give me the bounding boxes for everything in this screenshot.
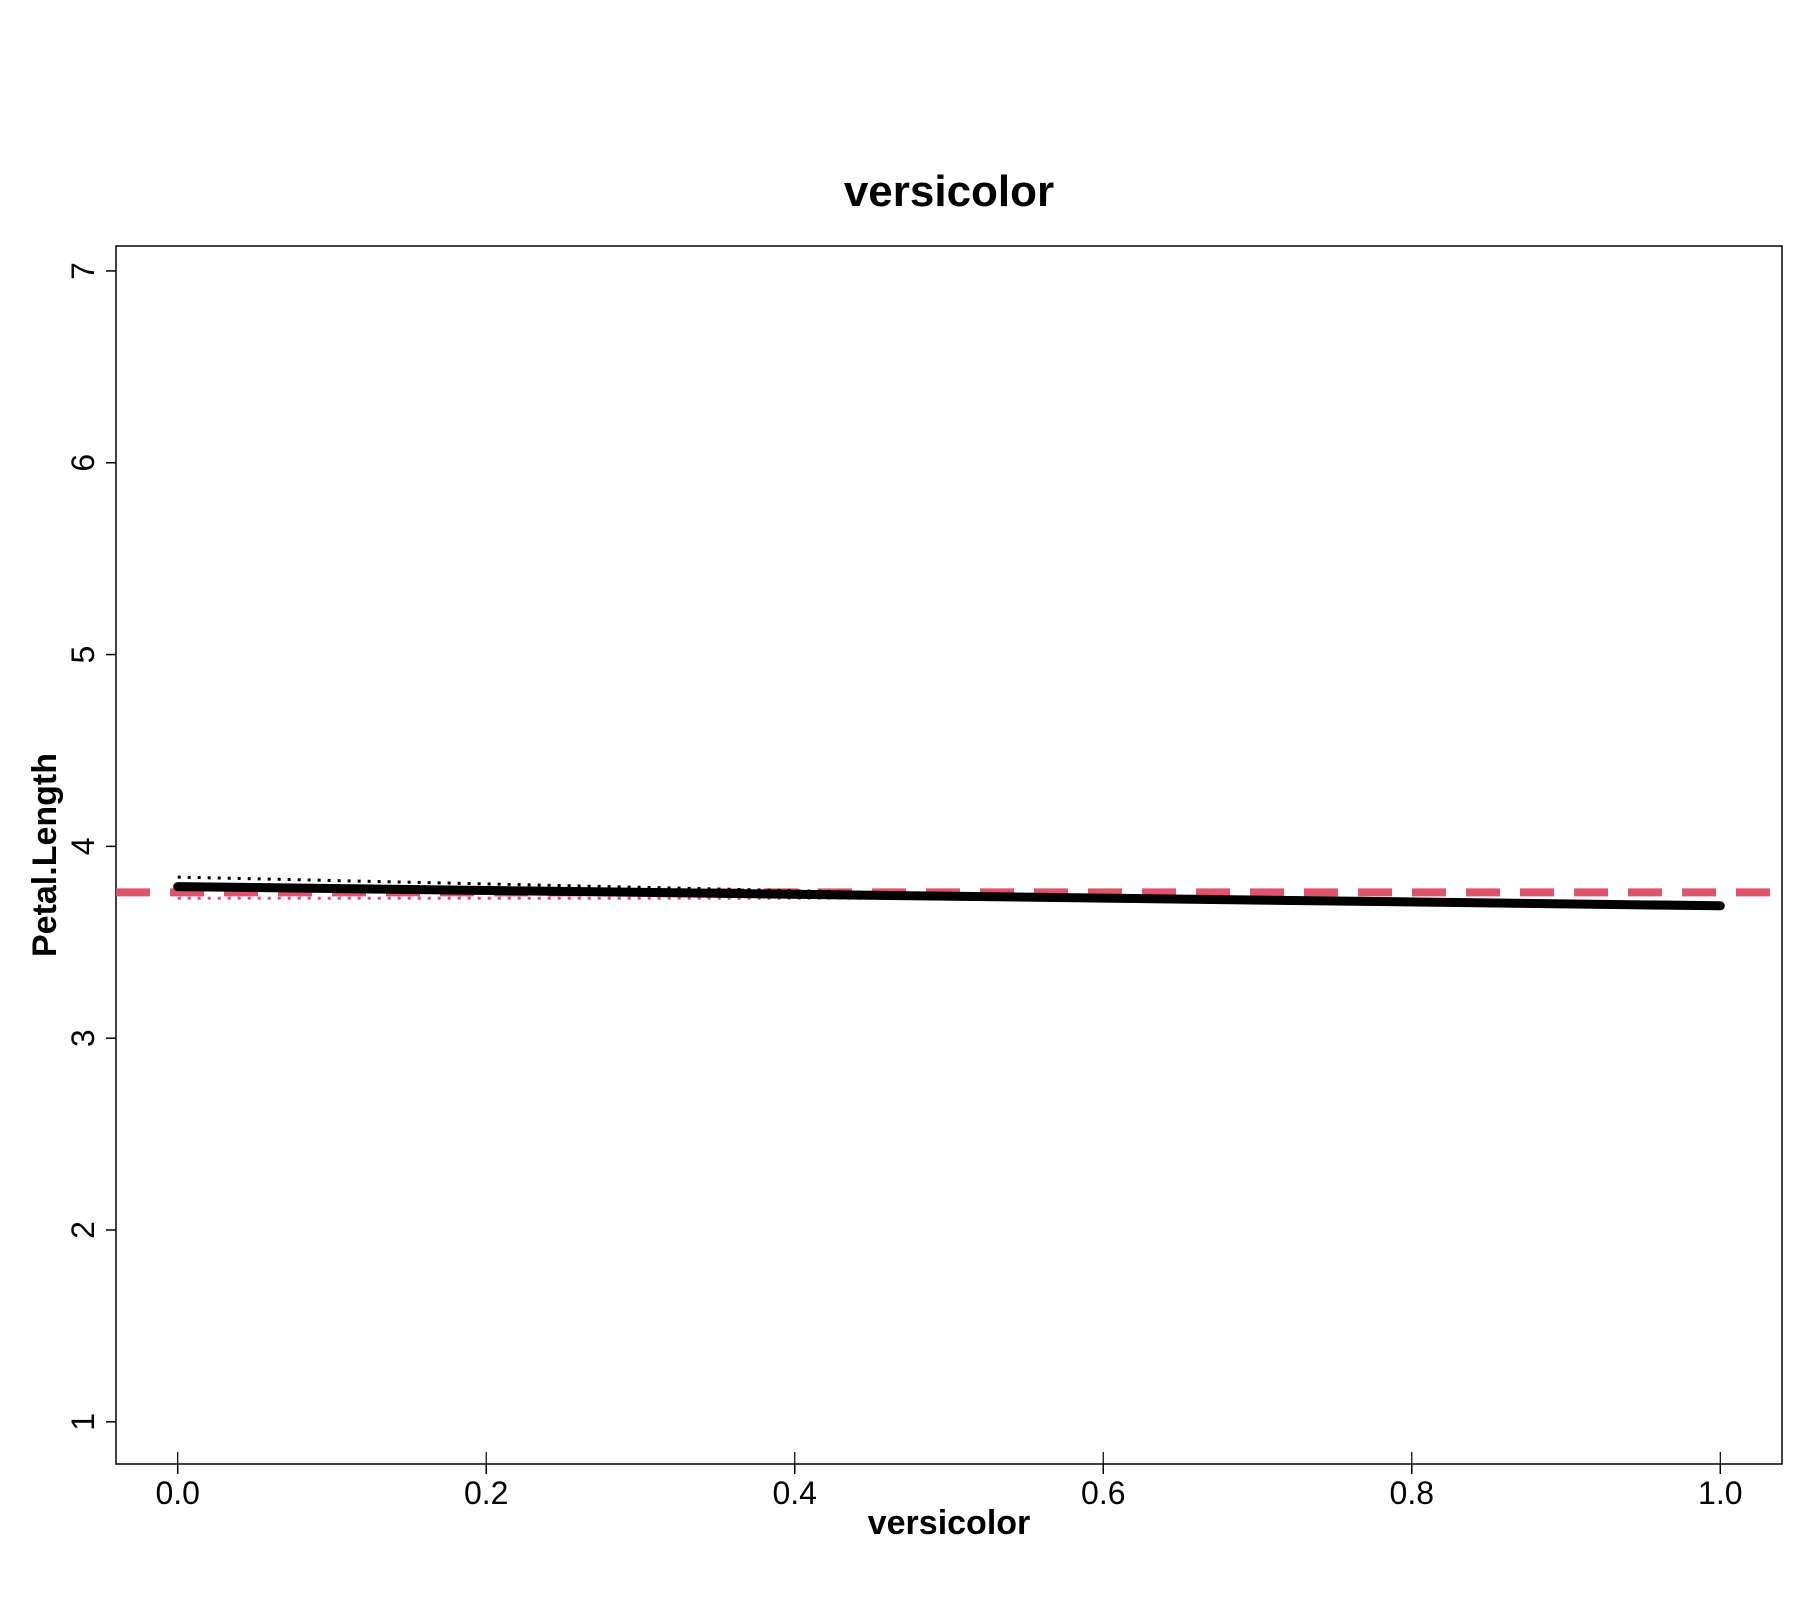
y-tick-label-2: 3 xyxy=(65,1029,101,1047)
plot-area xyxy=(115,245,1783,1465)
y-tick-label-0: 1 xyxy=(65,1413,101,1431)
y-tick-label-5: 6 xyxy=(65,454,101,472)
series-line-0-solid xyxy=(173,882,1725,911)
y-tick-label-4: 5 xyxy=(65,646,101,664)
plot-frame xyxy=(115,245,1783,1465)
y-tick-label-1: 2 xyxy=(65,1221,101,1239)
y-tick-label-3: 4 xyxy=(65,837,101,855)
y-axis: 1 2 3 4 5 6 7 xyxy=(65,262,116,1431)
chart-title: versicolor xyxy=(844,167,1054,216)
x-tick-label-1: 0.2 xyxy=(464,1475,508,1511)
x-rug xyxy=(177,1452,1721,1464)
x-axis: 0.0 0.2 0.4 0.6 0.8 1.0 xyxy=(155,1464,1743,1511)
y-axis-title: Petal.Length xyxy=(26,753,64,957)
x-tick-label-3: 0.6 xyxy=(1081,1475,1125,1511)
x-tick-label-0: 0.0 xyxy=(155,1475,199,1511)
x-tick-label-2: 0.4 xyxy=(772,1475,816,1511)
y-tick-label-6: 7 xyxy=(65,262,101,280)
series-layer xyxy=(116,875,1782,911)
x-tick-label-4: 0.8 xyxy=(1390,1475,1434,1511)
x-axis-title: versicolor xyxy=(868,1504,1031,1542)
x-tick-label-5: 1.0 xyxy=(1698,1475,1742,1511)
